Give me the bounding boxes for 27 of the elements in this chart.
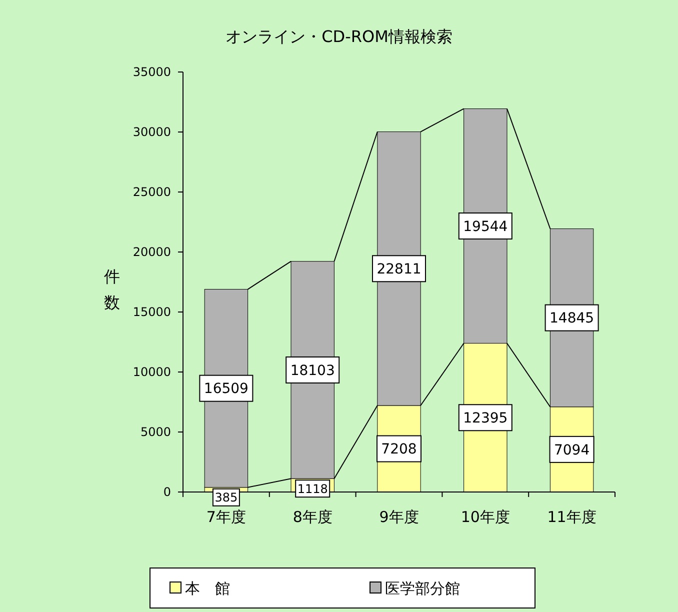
y-tick-label: 35000 xyxy=(132,65,171,80)
x-tick-label: 9年度 xyxy=(379,508,419,526)
data-label: 7094 xyxy=(554,442,590,458)
data-label: 1118 xyxy=(297,482,328,496)
data-label: 22811 xyxy=(376,262,422,278)
data-label: 16509 xyxy=(204,381,248,398)
legend-label: 医学部分館 xyxy=(385,579,460,598)
y-tick-label: 10000 xyxy=(132,365,171,380)
data-label: 385 xyxy=(214,490,238,505)
data-label: 19544 xyxy=(463,218,508,235)
x-tick-label: 7年度 xyxy=(206,508,246,526)
chart-title: オンライン・CD-ROM情報検索 xyxy=(226,27,452,46)
y-axis-title: 件数 xyxy=(104,267,120,312)
x-tick-label: 10年度 xyxy=(460,508,510,526)
x-tick-label: 11年度 xyxy=(547,508,596,526)
data-label: 12395 xyxy=(463,410,508,427)
y-tick-label: 30000 xyxy=(132,125,171,140)
data-label: 14845 xyxy=(550,310,594,327)
y-tick-label: 25000 xyxy=(132,185,171,200)
x-tick-label: 8年度 xyxy=(292,508,332,526)
y-tick-label: 20000 xyxy=(132,245,171,260)
data-label: 18103 xyxy=(290,362,335,379)
data-label: 7208 xyxy=(381,442,417,458)
y-tick-label: 0 xyxy=(163,485,171,500)
y-tick-label: 5000 xyxy=(140,425,171,440)
legend-label: 本 館 xyxy=(185,579,230,598)
y-tick-label: 15000 xyxy=(132,305,171,320)
